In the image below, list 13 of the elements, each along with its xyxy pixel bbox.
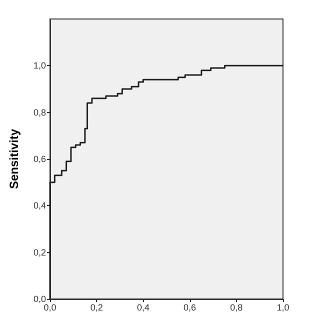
x-tick-label: 0,4 — [136, 302, 150, 312]
y-tick-label: 0,0 — [33, 294, 46, 304]
x-tick-label: 0,2 — [90, 302, 103, 312]
x-tick-label: 0,6 — [184, 302, 196, 312]
y-axis-title: Sensitivity — [7, 128, 21, 190]
y-tick-label: 1,0 — [33, 60, 46, 71]
y-tick-label: 0,6 — [33, 154, 46, 164]
y-tick-label: 0,4 — [33, 200, 46, 211]
x-tick-label: 0,0 — [44, 302, 56, 312]
y-tick-label: 0,8 — [33, 107, 46, 118]
x-tick-label: 0,8 — [230, 302, 243, 312]
x-tick-label: 1,0 — [276, 302, 290, 312]
y-tick-label: 0,2 — [33, 247, 46, 258]
